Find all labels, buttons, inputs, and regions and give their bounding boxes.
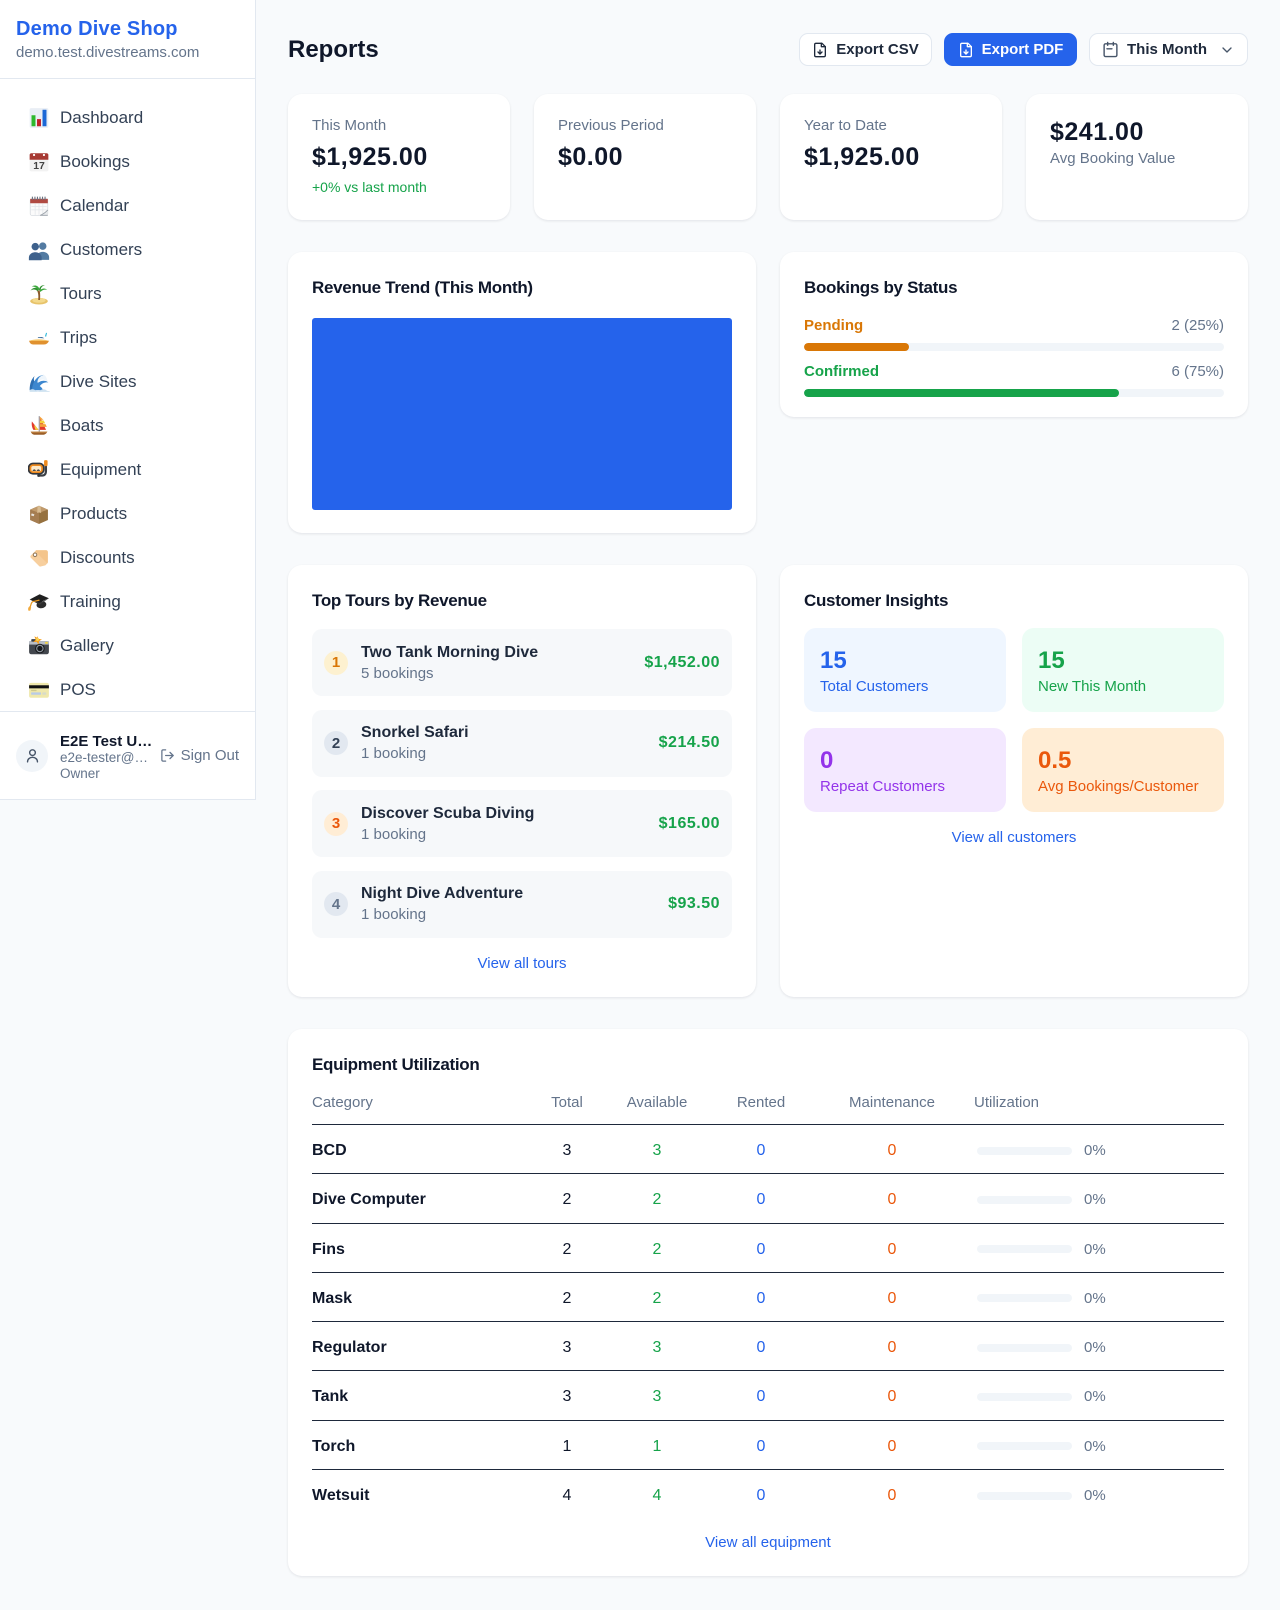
svg-text:17: 17 — [33, 161, 45, 172]
